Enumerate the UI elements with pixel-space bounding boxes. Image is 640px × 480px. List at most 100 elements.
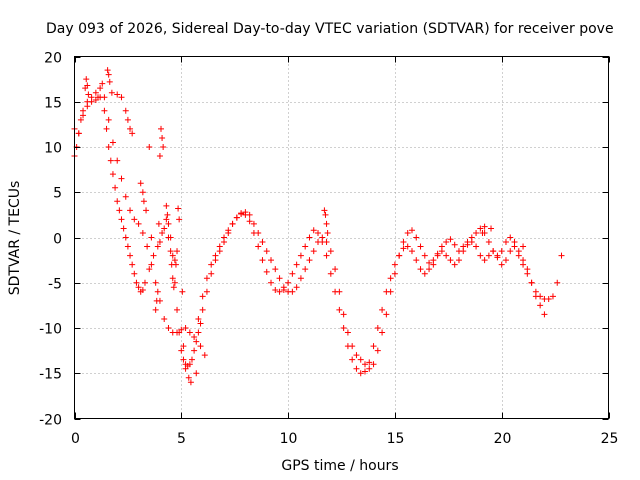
data-point — [344, 329, 351, 336]
data-point — [319, 234, 326, 241]
data-point — [451, 241, 458, 248]
data-point — [114, 91, 121, 98]
data-point — [379, 329, 386, 336]
data-point — [400, 245, 407, 252]
data-point — [426, 266, 433, 273]
data-point — [180, 343, 187, 350]
data-point — [315, 239, 322, 246]
data-point — [306, 234, 313, 241]
data-point — [443, 252, 450, 259]
data-point — [92, 89, 99, 96]
data-point — [460, 243, 467, 250]
data-point — [293, 261, 300, 268]
data-point — [152, 306, 159, 313]
data-point — [507, 234, 514, 241]
data-point — [105, 144, 112, 150]
data-point — [481, 223, 488, 230]
data-point — [159, 229, 166, 236]
data-point — [324, 229, 331, 236]
data-point — [159, 134, 166, 141]
data-point — [129, 130, 136, 137]
data-point — [520, 257, 527, 264]
data-point — [293, 284, 300, 291]
data-point — [302, 243, 309, 250]
y-tick-label: 10 — [44, 141, 62, 157]
data-point — [477, 252, 484, 259]
data-point — [366, 359, 373, 366]
data-point — [421, 252, 428, 259]
data-point — [84, 82, 91, 89]
data-point — [417, 243, 424, 250]
data-point — [178, 347, 185, 354]
data-point — [148, 234, 155, 241]
data-point — [502, 257, 509, 264]
data-point — [421, 270, 428, 277]
data-point — [118, 216, 125, 223]
data-point — [104, 67, 111, 74]
data-point — [310, 227, 317, 234]
data-point — [370, 343, 377, 350]
data-point — [276, 275, 283, 282]
data-point — [122, 234, 129, 241]
data-points — [71, 67, 565, 386]
data-point — [528, 279, 535, 286]
data-point — [413, 257, 420, 264]
axis-ticks: 0 5 10 15 20 25 -20 -15 -10 -5 0 5 10 15 20 — [39, 51, 618, 448]
data-point — [408, 227, 415, 234]
data-point — [109, 139, 116, 146]
data-point — [323, 252, 330, 259]
data-point — [165, 325, 172, 331]
data-point — [77, 116, 84, 123]
data-point — [374, 347, 381, 354]
data-point — [188, 356, 195, 363]
data-point — [140, 198, 147, 205]
data-point — [537, 302, 544, 309]
data-point — [185, 374, 192, 381]
data-point — [349, 343, 356, 350]
data-point — [171, 257, 178, 264]
y-tick-label: 15 — [44, 96, 62, 112]
data-point — [174, 306, 181, 313]
data-point — [172, 261, 179, 268]
data-point — [473, 243, 480, 250]
data-point — [139, 286, 146, 293]
data-point — [108, 89, 115, 96]
data-point — [171, 279, 178, 286]
data-point — [447, 257, 454, 264]
data-point — [191, 334, 198, 341]
data-point — [135, 284, 142, 291]
data-point — [455, 248, 462, 255]
data-point — [361, 361, 368, 368]
data-point — [131, 216, 138, 223]
data-point — [83, 76, 90, 83]
data-point — [242, 209, 249, 216]
data-point — [84, 98, 91, 105]
data-point — [322, 211, 329, 218]
data-point — [455, 257, 462, 264]
grid — [74, 56, 609, 419]
data-point — [396, 252, 403, 259]
chart-title: Day 093 of 2026, Sidereal Day-to-day VTE… — [46, 21, 614, 37]
data-point — [357, 370, 364, 377]
data-point — [443, 239, 450, 246]
data-point — [246, 218, 253, 225]
data-point — [238, 210, 245, 217]
data-point — [511, 239, 518, 246]
data-point — [485, 239, 492, 246]
data-point — [229, 220, 236, 227]
y-tick-label: 20 — [44, 51, 62, 67]
data-point — [135, 220, 142, 227]
data-point — [233, 214, 240, 221]
data-point — [374, 325, 381, 331]
data-point — [289, 270, 296, 277]
data-point — [186, 329, 193, 336]
data-point — [383, 311, 390, 318]
data-point — [327, 270, 334, 277]
data-point — [400, 239, 407, 246]
x-tick-label: 15 — [387, 431, 405, 447]
data-point — [430, 261, 437, 268]
data-point — [167, 248, 174, 255]
data-point — [438, 243, 445, 250]
data-point — [163, 202, 170, 209]
data-point — [268, 279, 275, 286]
